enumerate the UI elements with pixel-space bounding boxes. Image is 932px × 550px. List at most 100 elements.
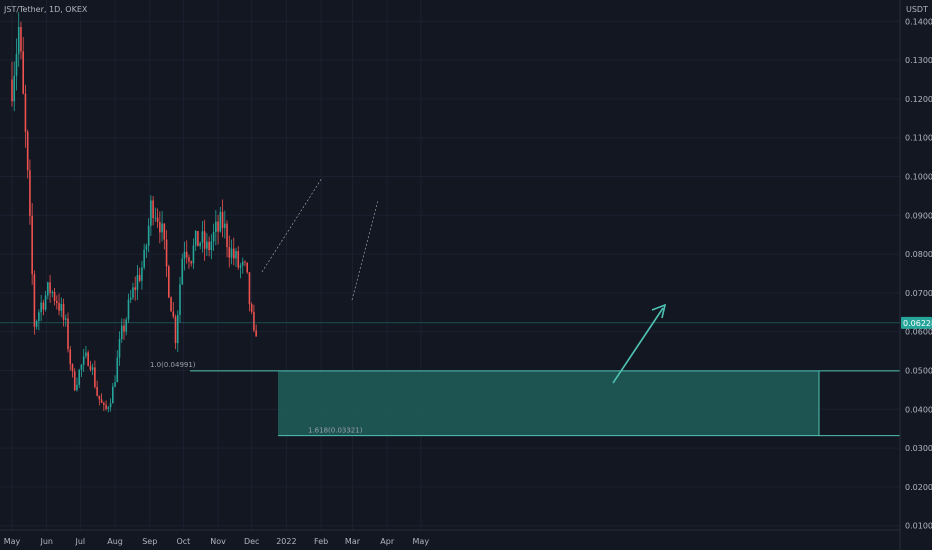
- candle-body: [228, 247, 231, 258]
- candle-body: [134, 287, 136, 290]
- candle-body: [15, 53, 18, 76]
- time-tick-label: Apr: [380, 537, 395, 546]
- candle-body: [143, 249, 145, 268]
- candle-body: [89, 365, 92, 370]
- candle-body: [80, 364, 83, 370]
- candle-body: [47, 282, 49, 296]
- candle-body: [181, 258, 184, 285]
- time-tick-label: 2022: [276, 537, 296, 546]
- fib-lower-label: 1.618(0.03321): [308, 427, 363, 435]
- candle-body: [58, 302, 60, 311]
- candle-body: [132, 287, 134, 298]
- fib-upper-label: 1.0(0.04991): [150, 361, 196, 369]
- price-tick-label: 0.01000: [905, 522, 932, 531]
- annotations: 1.0(0.04991) 1.618(0.03321) 0.06228: [0, 177, 932, 435]
- candle-body: [125, 319, 128, 332]
- candle-body: [156, 217, 159, 222]
- candle-body: [44, 295, 47, 310]
- candle-body: [237, 251, 240, 268]
- candle-body: [183, 251, 186, 259]
- candle-body: [221, 211, 224, 228]
- candle-body: [194, 231, 197, 246]
- candle-body: [145, 245, 148, 250]
- candle-body: [85, 352, 87, 357]
- candle-body: [67, 318, 69, 350]
- time-tick-label: Jun: [39, 537, 53, 546]
- candle-body: [91, 367, 94, 370]
- candle-body: [31, 215, 33, 275]
- candle-body: [13, 75, 16, 102]
- symbol-title: JST/Tether, 1D, OKEX: [3, 5, 88, 14]
- candle-body: [35, 321, 38, 327]
- candle-body: [163, 223, 166, 240]
- candle-body: [197, 231, 199, 247]
- candle-body: [49, 282, 51, 293]
- candle-body: [168, 266, 170, 298]
- candle-body: [26, 131, 29, 171]
- candles: [11, 12, 257, 413]
- candle-body: [53, 291, 56, 301]
- candle-body: [201, 231, 204, 243]
- candle-body: [123, 325, 125, 332]
- time-tick-label: May: [4, 537, 21, 546]
- candle-body: [190, 261, 192, 264]
- candle-body: [120, 325, 123, 340]
- up-arrow-icon: [612, 307, 664, 384]
- candle-body: [62, 304, 65, 320]
- candle-body: [248, 272, 251, 305]
- candle-body: [107, 407, 110, 409]
- candle-body: [60, 304, 63, 311]
- target-zone: [190, 370, 900, 437]
- candle-body: [179, 284, 181, 315]
- candle-body: [73, 371, 76, 391]
- candle-body: [56, 300, 58, 303]
- candle-body: [224, 223, 226, 228]
- candle-body: [105, 404, 107, 409]
- price-axis-unit: USDT: [906, 5, 928, 14]
- candle-body: [154, 217, 157, 219]
- candle-body: [42, 302, 45, 310]
- candle-body: [136, 275, 139, 290]
- time-tick-label: Oct: [176, 537, 190, 546]
- current-price-badge: [901, 316, 932, 329]
- candle-body: [230, 248, 233, 258]
- current-price-label: 0.06228: [903, 319, 932, 328]
- time-axis[interactable]: May Jun Jul Aug Sep Oct Nov Dec 2022 Feb Mar Apr May: [0, 529, 900, 546]
- candle-body: [40, 302, 42, 313]
- trend-line: [351, 199, 379, 301]
- candle-body: [33, 274, 36, 327]
- candle-body: [11, 79, 13, 102]
- candle-body: [188, 257, 190, 262]
- up-arrow-head: [651, 303, 667, 319]
- time-tick-label: Mar: [345, 537, 361, 546]
- candle-body: [253, 311, 255, 331]
- candle-body: [94, 367, 96, 387]
- candle-body: [235, 251, 237, 259]
- candle-body: [176, 314, 179, 344]
- candle-body: [246, 262, 248, 273]
- candle-body: [239, 265, 242, 268]
- candle-body: [64, 318, 67, 320]
- time-tick-label: May: [413, 537, 430, 546]
- time-tick-label: Aug: [107, 537, 123, 546]
- candle-body: [217, 221, 219, 232]
- candle-body: [71, 364, 74, 372]
- trend-line: [261, 177, 323, 273]
- candle-body: [241, 261, 244, 266]
- candle-body: [78, 369, 80, 385]
- candle-body: [87, 352, 89, 366]
- candle-body: [114, 382, 116, 387]
- candle-body: [138, 275, 141, 281]
- time-tick-label: Dec: [244, 537, 259, 546]
- candle-body: [24, 93, 27, 132]
